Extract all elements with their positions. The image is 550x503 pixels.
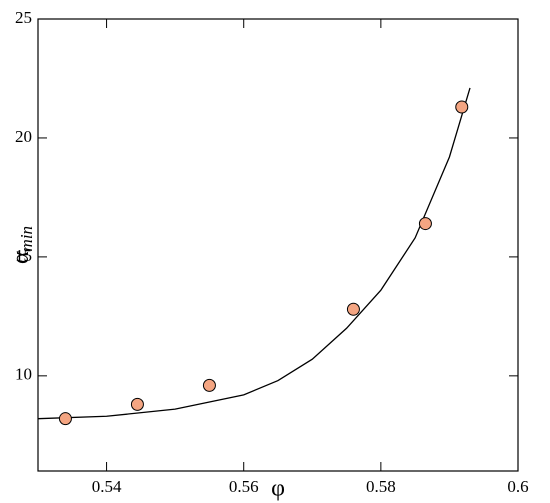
fit-line <box>37 87 471 420</box>
data-point <box>58 412 72 426</box>
data-point <box>418 217 432 231</box>
x-tick-label: 0.56 <box>229 477 259 496</box>
data-point <box>130 397 144 411</box>
data-point <box>346 302 360 316</box>
x-tick-label: 0.6 <box>507 477 528 496</box>
y-tick-label: 20 <box>15 127 32 146</box>
y-tick-label: 10 <box>15 365 32 384</box>
plot-frame <box>37 18 519 472</box>
x-axis-label: φ <box>271 476 285 502</box>
y-axis-label-sub: min <box>17 226 36 252</box>
x-tick-label: 0.58 <box>366 477 396 496</box>
y-axis-label-main: α <box>8 251 34 264</box>
x-tick-label: 0.54 <box>92 477 122 496</box>
y-axis-label: αmin <box>8 226 36 264</box>
data-point <box>455 100 469 114</box>
y-tick-label: 25 <box>15 8 32 27</box>
data-point <box>202 378 216 392</box>
y-tick-label: 15 <box>15 246 32 265</box>
